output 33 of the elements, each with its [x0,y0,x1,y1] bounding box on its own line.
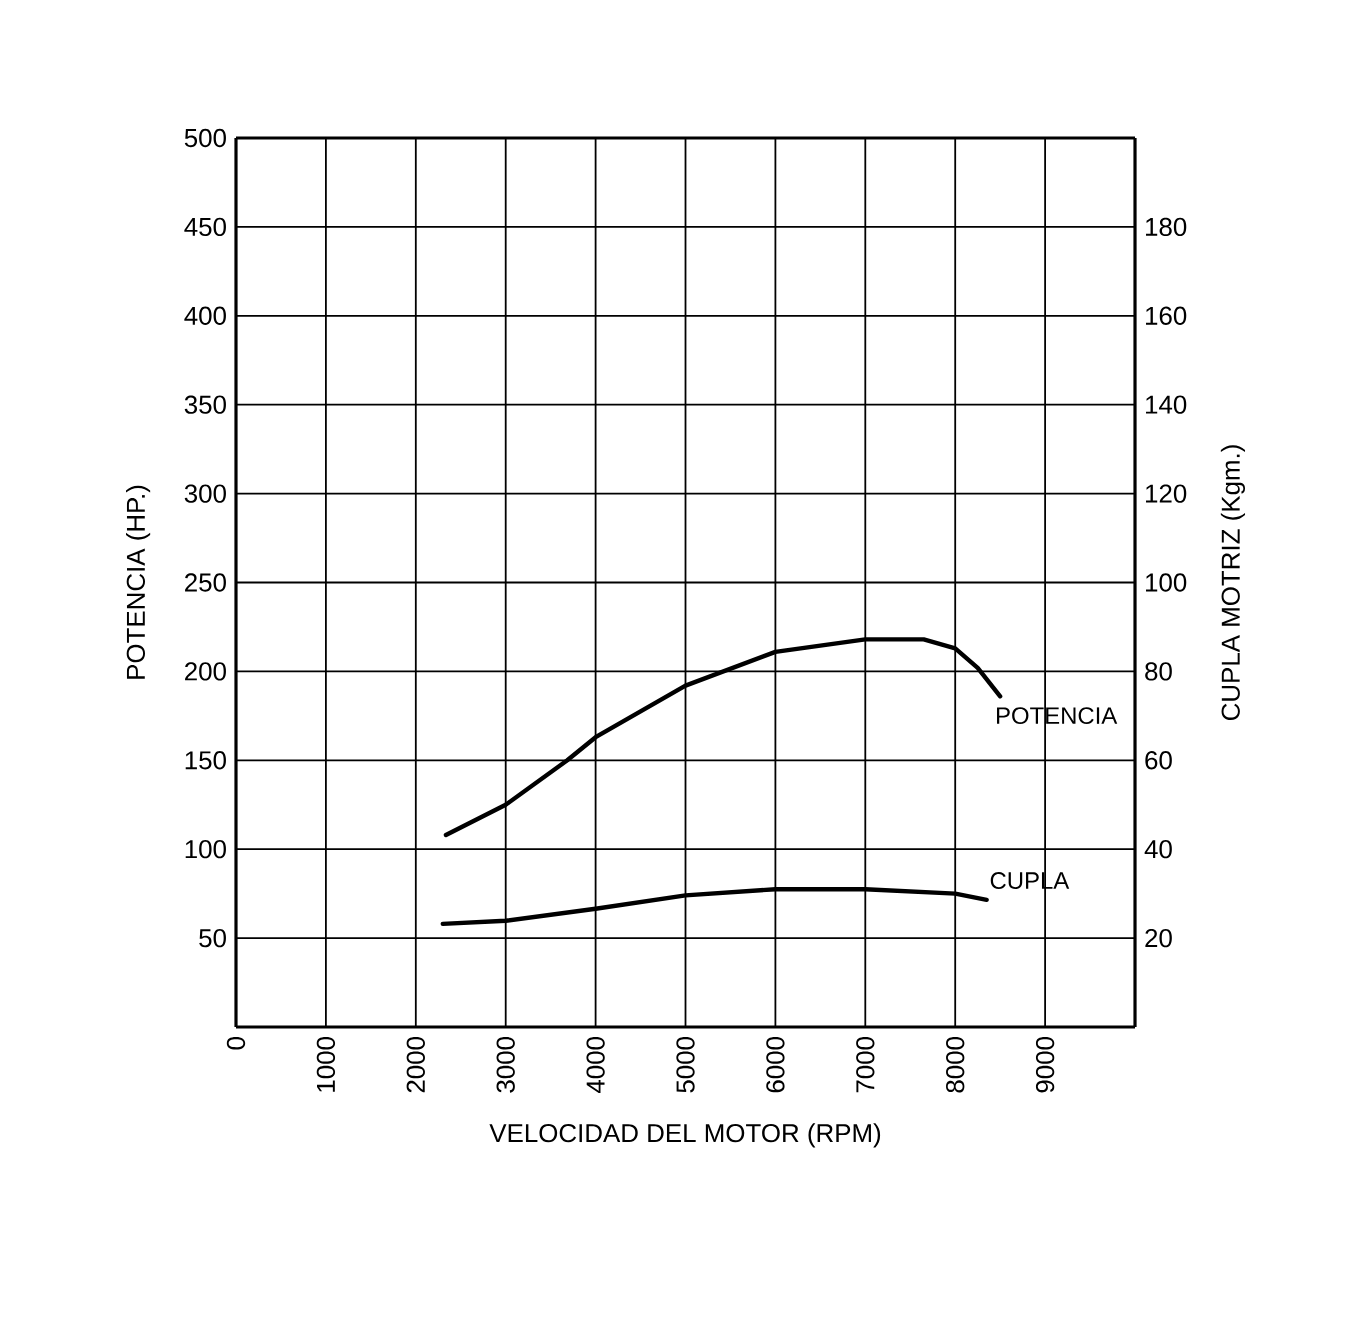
y-axis-title: POTENCIA (HP.) [126,485,151,679]
y2-tick-label: 160 [1146,306,1187,325]
line-series [440,887,989,927]
y-tick-label: 250 [185,573,226,592]
x-tick-label: 7000 [856,1037,875,1093]
x-tick-label: 8000 [946,1037,965,1093]
y-tick-label: 100 [185,840,226,859]
y2-tick-label: 20 [1145,928,1172,948]
y-tick-label: 450 [184,217,226,237]
x-tick-label: 4000 [586,1037,605,1094]
x-axis-title: VELOCIDAD DEL MOTOR (RPM) [489,1123,881,1148]
x-tick-label: 2000 [406,1037,425,1093]
y-tick-label: 200 [185,662,226,681]
y-tick-label: 500 [184,128,226,148]
x-tick-label: 9000 [1035,1037,1055,1093]
y2-axis-title: CUPLA MOTRIZ (Kgm.) [1220,445,1246,721]
x-tick-label: 3000 [496,1037,515,1093]
y2-tick-label: 40 [1144,840,1172,859]
x-tick-label: 6000 [766,1037,785,1093]
y2-tick-label: 180 [1146,217,1187,237]
y-tick-label: 150 [185,751,226,770]
x-tick-label: 1000 [316,1037,336,1092]
y2-tick-label: 80 [1145,662,1172,681]
x-tick-label: 5000 [676,1037,695,1093]
y2-tick-label: 60 [1145,751,1172,770]
y2-tick-label: 140 [1146,395,1187,414]
x-tick-label: 0 [226,1037,246,1050]
y-tick-label: 300 [184,484,226,503]
y2-tick-label: 100 [1146,573,1187,592]
y-tick-label: 50 [199,928,226,948]
y-tick-label: 400 [184,306,226,325]
y-tick-label: 350 [184,395,226,414]
y2-tick-label: 120 [1146,484,1187,503]
